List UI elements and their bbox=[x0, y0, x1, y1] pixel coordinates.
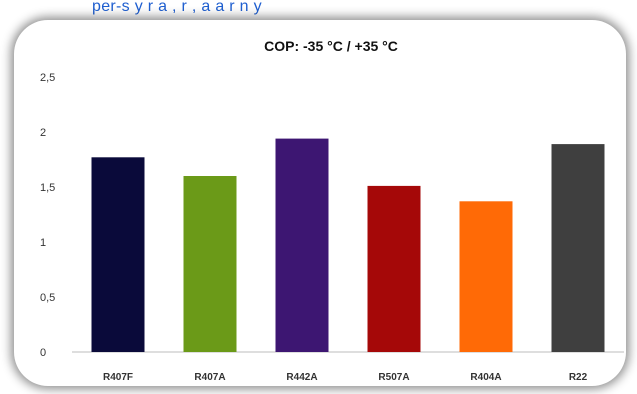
bar-r507a bbox=[367, 185, 421, 352]
bar-r407a bbox=[183, 176, 237, 352]
y-tick-label: 1,5 bbox=[40, 182, 55, 194]
y-tick-label: 0 bbox=[40, 347, 46, 359]
y-tick-label: 1 bbox=[40, 237, 46, 249]
bars-group bbox=[91, 138, 605, 352]
bar-r442a bbox=[275, 138, 329, 352]
x-category-label: R22 bbox=[569, 372, 588, 383]
x-category-label: R407A bbox=[194, 372, 225, 383]
bar-r404a bbox=[459, 201, 513, 352]
x-category-label: R442A bbox=[286, 372, 317, 383]
x-axis-labels: R407F R407A R442A R507A R404A R22 bbox=[103, 372, 588, 383]
y-tick-label: 2 bbox=[40, 127, 46, 139]
x-category-label: R404A bbox=[470, 372, 501, 383]
y-tick-label: 2,5 bbox=[40, 72, 55, 84]
bar-r407f bbox=[91, 157, 145, 352]
y-tick-label: 0,5 bbox=[40, 292, 55, 304]
chart-title: COP: -35 °C / +35 °C bbox=[264, 38, 398, 54]
x-category-label: R507A bbox=[378, 372, 409, 383]
x-category-label: R407F bbox=[103, 372, 133, 383]
caption-text-above-chart: per-s y r a , r , a a r n y bbox=[92, 0, 262, 15]
bar-r22 bbox=[551, 144, 605, 352]
y-axis-ticks: 0 0,5 1 1,5 2 2,5 bbox=[40, 72, 55, 359]
